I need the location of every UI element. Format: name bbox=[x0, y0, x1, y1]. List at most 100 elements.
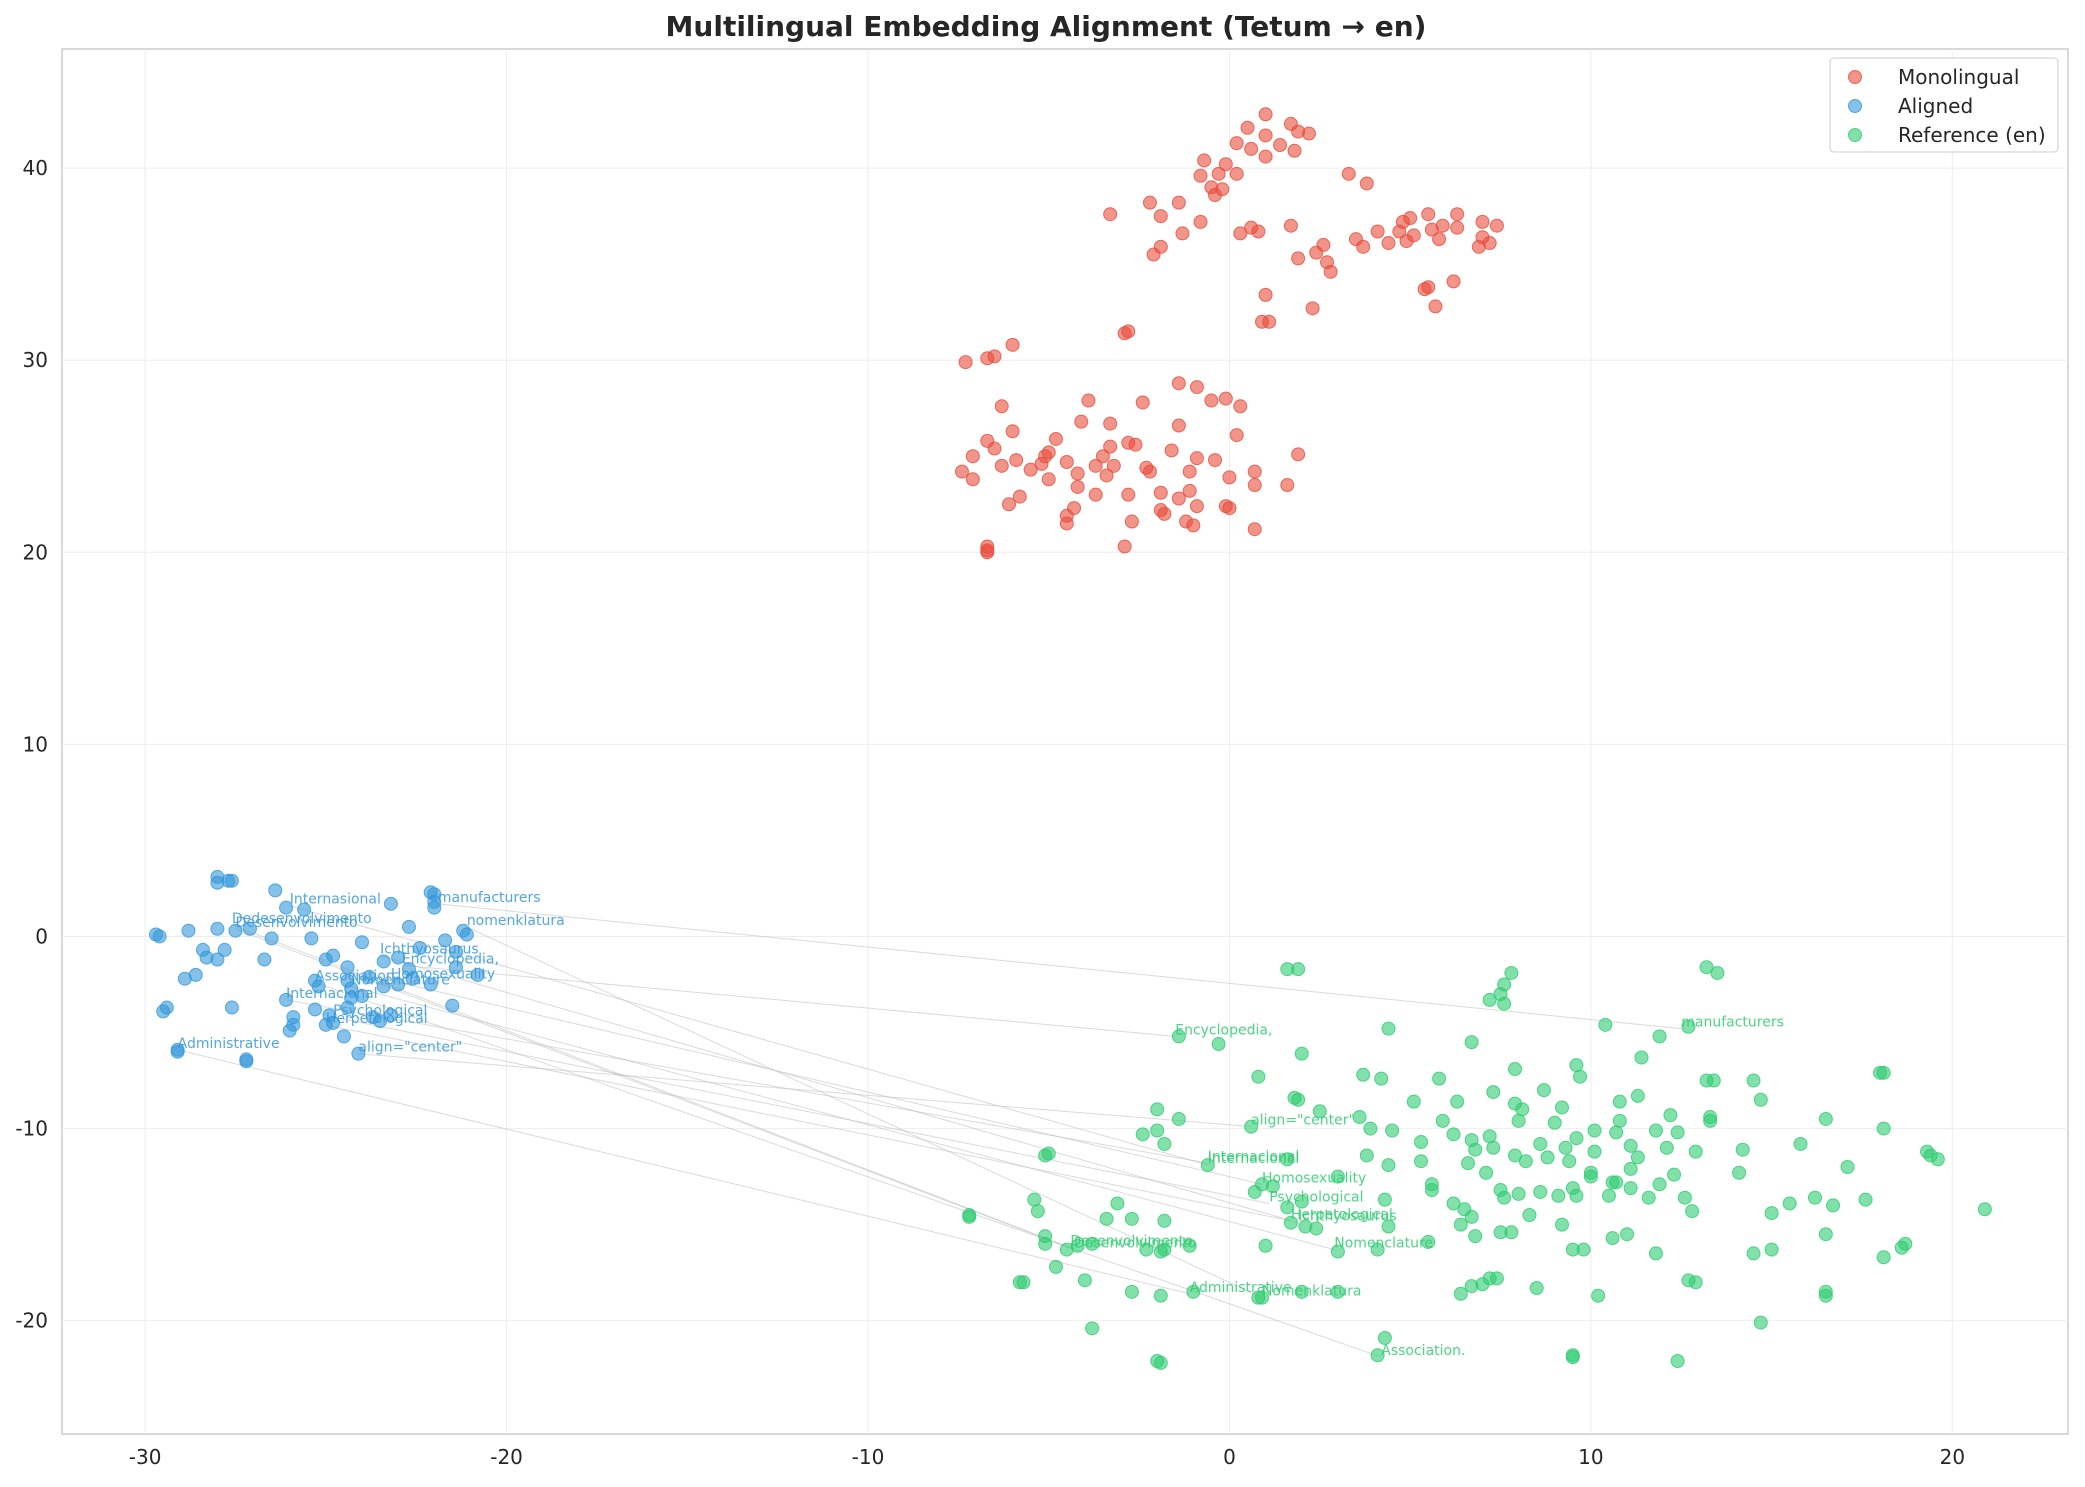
data-point bbox=[1171, 1029, 1186, 1044]
reference-word-label: align="center" bbox=[1251, 1113, 1355, 1129]
data-point bbox=[1330, 1284, 1345, 1299]
data-point bbox=[1583, 1169, 1598, 1184]
aligned-word-label: Dedesenvolvimento bbox=[232, 911, 372, 927]
data-point bbox=[1634, 1050, 1649, 1065]
data-point bbox=[1171, 195, 1186, 210]
data-point bbox=[1363, 1121, 1378, 1136]
data-point bbox=[1630, 1088, 1645, 1103]
data-point bbox=[1356, 239, 1371, 254]
alignment-line bbox=[358, 1053, 1252, 1128]
data-point bbox=[1381, 1158, 1396, 1173]
data-point bbox=[1283, 218, 1298, 233]
data-point bbox=[965, 449, 980, 464]
data-point bbox=[1135, 1127, 1150, 1142]
data-point bbox=[1612, 1094, 1627, 1109]
data-point bbox=[1554, 1100, 1569, 1115]
data-point bbox=[282, 1023, 297, 1038]
data-point bbox=[1258, 1238, 1273, 1253]
data-point bbox=[1153, 485, 1168, 500]
data-point bbox=[1254, 1290, 1269, 1305]
data-point bbox=[1453, 1217, 1468, 1232]
data-point bbox=[1450, 220, 1465, 235]
data-point bbox=[1414, 1135, 1429, 1150]
data-point bbox=[1074, 414, 1089, 429]
data-point bbox=[1536, 1083, 1551, 1098]
data-point bbox=[1623, 1138, 1638, 1153]
data-point bbox=[1381, 1021, 1396, 1036]
data-point bbox=[1211, 1037, 1226, 1052]
data-point bbox=[1240, 120, 1255, 135]
alignment-line bbox=[437, 903, 1682, 1030]
data-point bbox=[1403, 211, 1418, 226]
data-point bbox=[1262, 314, 1277, 329]
aligned-word-label: Internasional bbox=[290, 892, 381, 908]
data-point bbox=[1764, 1242, 1779, 1257]
aligned-word-label: align="center" bbox=[358, 1040, 462, 1056]
aligned-word-label: Herpetological bbox=[326, 1011, 428, 1027]
data-point bbox=[1077, 1273, 1092, 1288]
data-point bbox=[1551, 1188, 1566, 1203]
data-point bbox=[459, 927, 474, 942]
legend-marker bbox=[1848, 70, 1862, 84]
data-point bbox=[1059, 1242, 1074, 1257]
data-point bbox=[401, 919, 416, 934]
data-point bbox=[994, 458, 1009, 473]
data-point bbox=[1030, 1204, 1045, 1219]
data-point bbox=[181, 923, 196, 938]
reference-word-label: Nomenklatura bbox=[1262, 1284, 1361, 1300]
data-point bbox=[1818, 1111, 1833, 1126]
legend: Monolingual Aligned Reference (en) bbox=[1829, 57, 2059, 153]
data-point bbox=[1059, 516, 1074, 531]
data-point bbox=[1450, 1094, 1465, 1109]
reference-word-label: manufacturers bbox=[1681, 1015, 1784, 1031]
data-point bbox=[1099, 1211, 1114, 1226]
data-point bbox=[962, 1208, 977, 1223]
data-point bbox=[1533, 1184, 1548, 1199]
alignment-line bbox=[289, 905, 1208, 1166]
data-point bbox=[1273, 138, 1288, 153]
data-point bbox=[1157, 1213, 1172, 1228]
data-point bbox=[1670, 1125, 1685, 1140]
data-point bbox=[1294, 1194, 1309, 1209]
data-point bbox=[1818, 1288, 1833, 1303]
data-point bbox=[1421, 1234, 1436, 1249]
data-point bbox=[1059, 455, 1074, 470]
data-point bbox=[1587, 1144, 1602, 1159]
data-point bbox=[1175, 226, 1190, 241]
data-point bbox=[1153, 1355, 1168, 1370]
data-point bbox=[1522, 1208, 1537, 1223]
data-point bbox=[268, 883, 283, 898]
reference-word-label: Desenvolvimento bbox=[1074, 1236, 1196, 1252]
data-point bbox=[1121, 435, 1136, 450]
data-point bbox=[1562, 1154, 1577, 1169]
data-point bbox=[1005, 424, 1020, 439]
data-point bbox=[1251, 1069, 1266, 1084]
data-point bbox=[1435, 218, 1450, 233]
data-point bbox=[1005, 337, 1020, 352]
data-point bbox=[1182, 1238, 1197, 1253]
data-point bbox=[257, 952, 272, 967]
alignment-line bbox=[379, 955, 1299, 1224]
data-point bbox=[1898, 1236, 1913, 1251]
data-point bbox=[1414, 1154, 1429, 1169]
data-point bbox=[1370, 1348, 1385, 1363]
data-point bbox=[264, 931, 279, 946]
data-point bbox=[1609, 1175, 1624, 1190]
data-point bbox=[1569, 1058, 1584, 1073]
data-point bbox=[1630, 1150, 1645, 1165]
data-point bbox=[340, 1000, 355, 1015]
data-point bbox=[1316, 237, 1331, 252]
reference-word-label: Dezenvolvimento bbox=[1070, 1234, 1192, 1250]
data-point bbox=[1247, 464, 1262, 479]
data-point bbox=[1001, 497, 1016, 512]
data-point bbox=[1330, 1169, 1345, 1184]
data-point bbox=[1356, 1067, 1371, 1082]
data-point bbox=[1103, 207, 1118, 222]
data-point bbox=[362, 969, 377, 984]
data-point bbox=[1511, 1113, 1526, 1128]
data-point bbox=[1735, 1142, 1750, 1157]
data-point bbox=[1153, 209, 1168, 224]
data-point bbox=[1587, 1123, 1602, 1138]
alignment-line bbox=[286, 999, 1208, 1164]
data-point bbox=[1399, 234, 1414, 249]
